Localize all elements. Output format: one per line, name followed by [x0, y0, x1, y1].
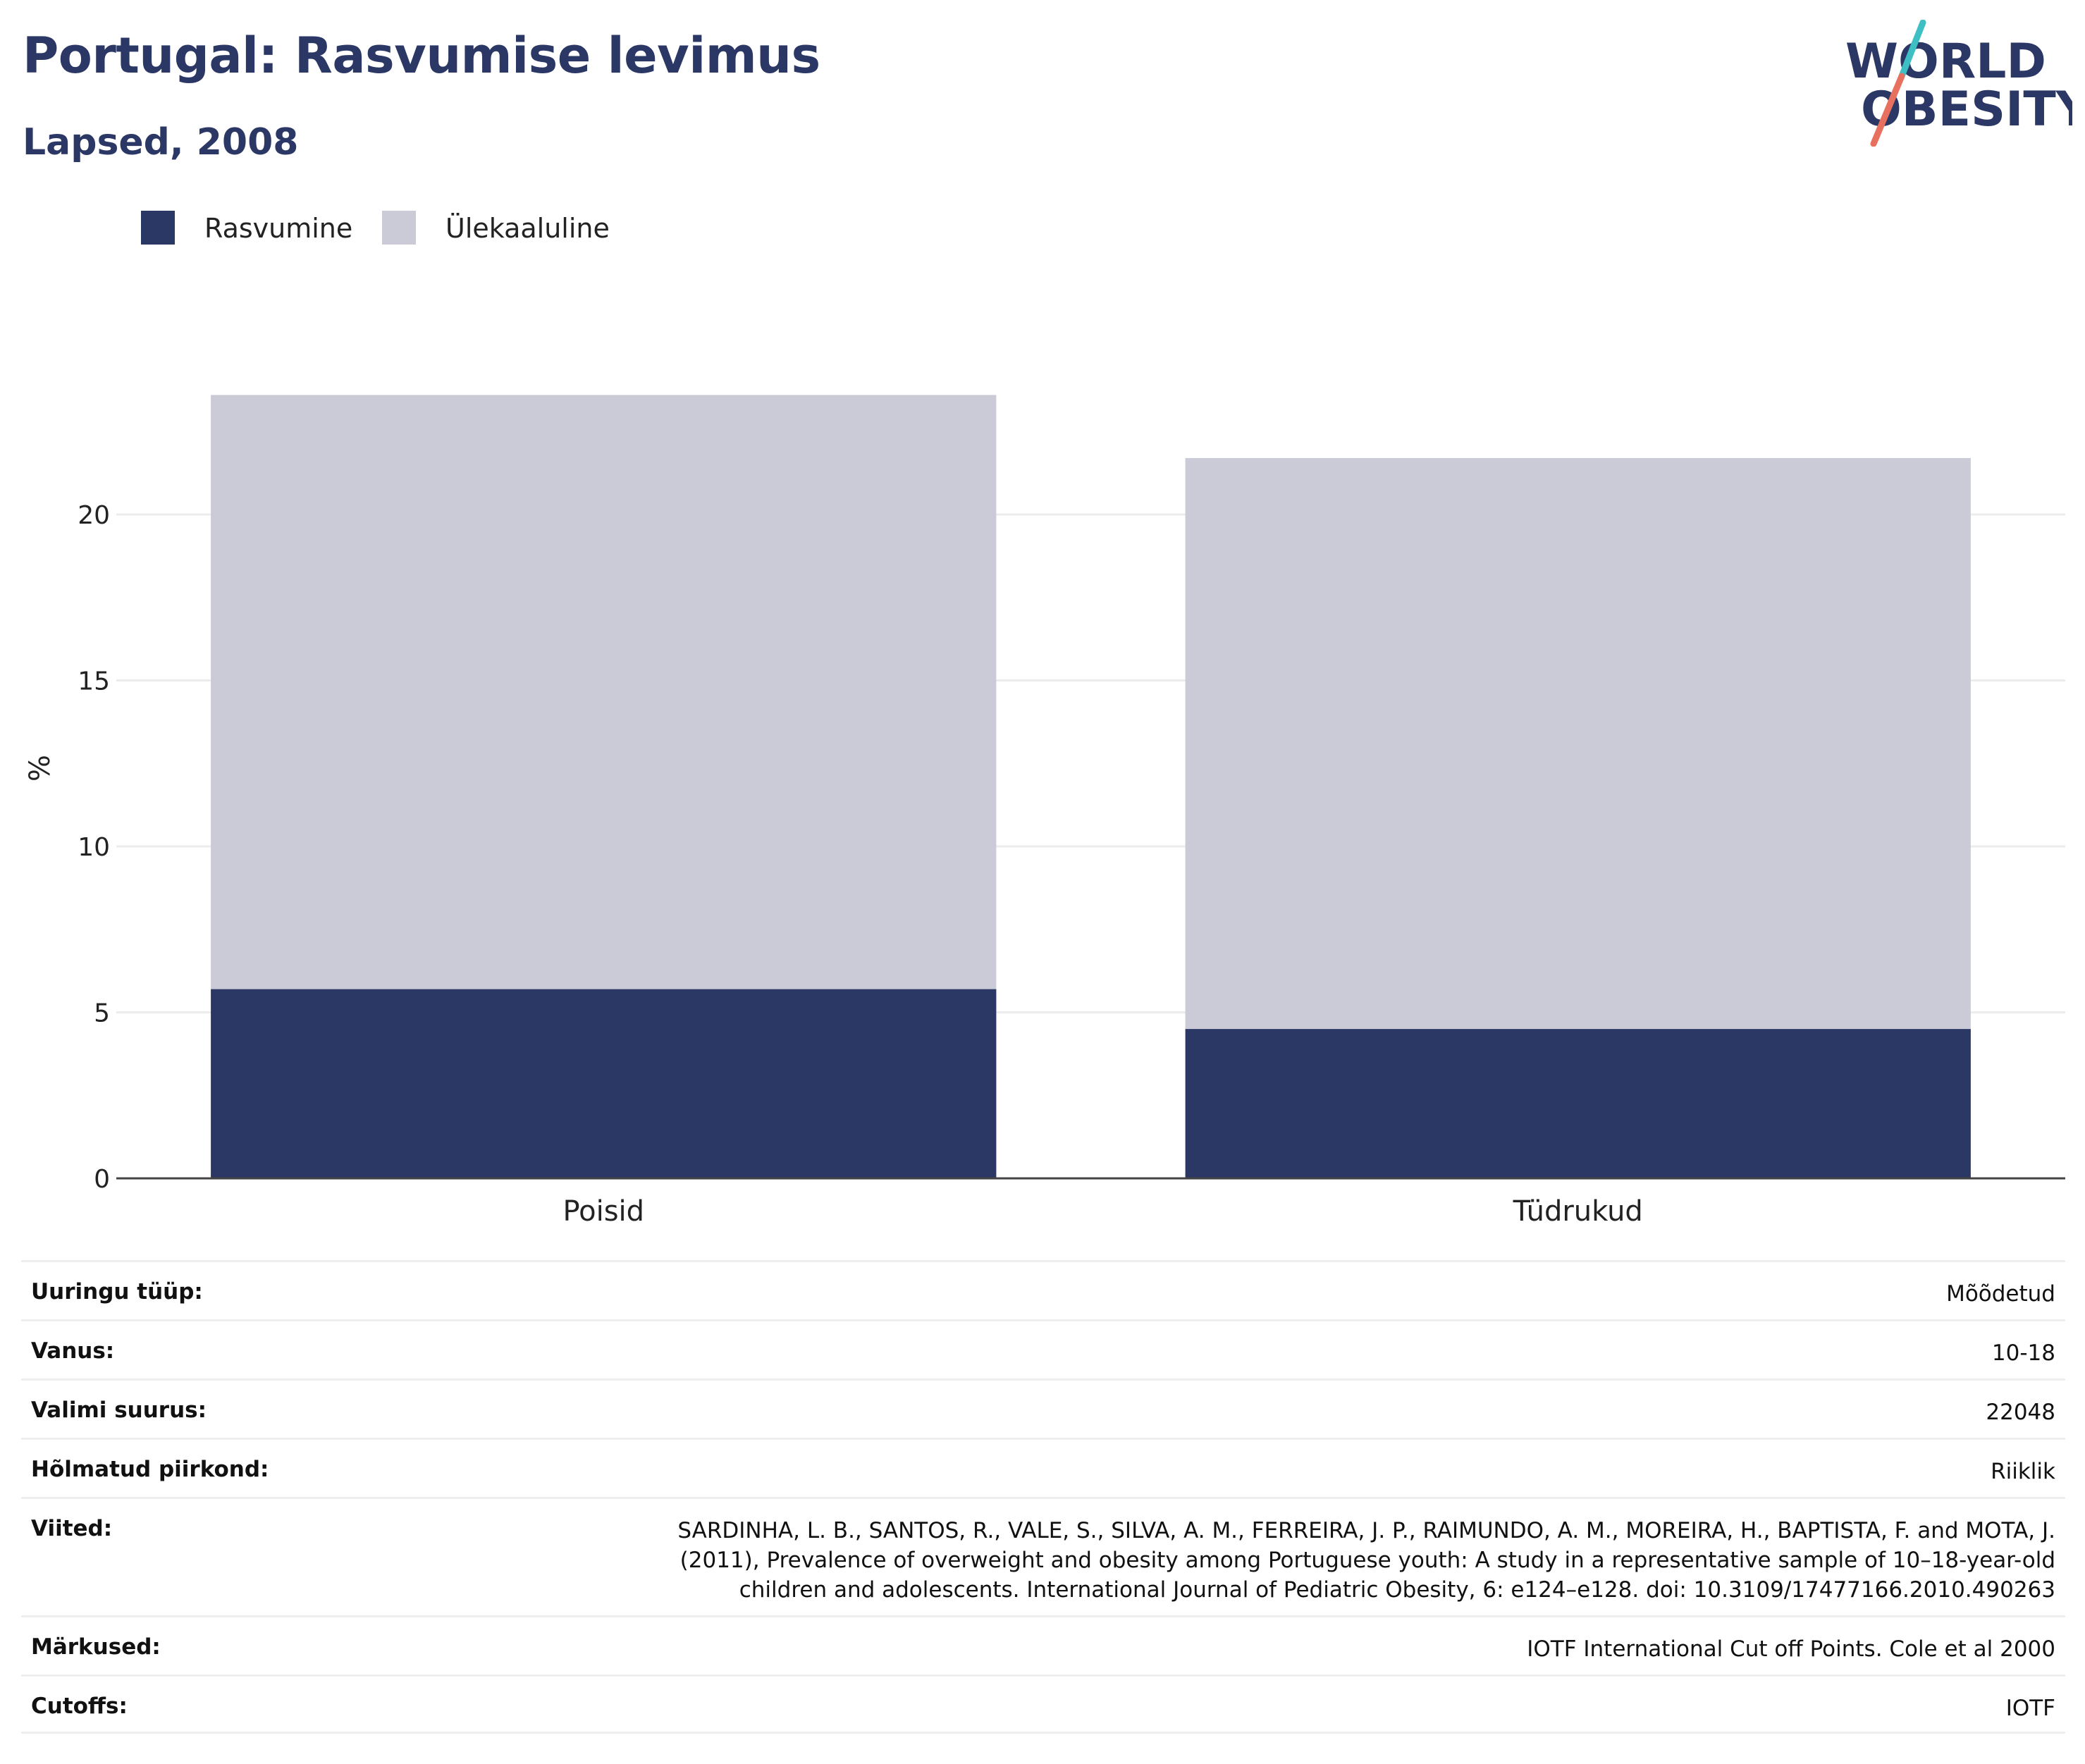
meta-value: 10-18 — [1991, 1340, 2055, 1366]
meta-row-cutoffs: Cutoffs: IOTF — [21, 1674, 2065, 1734]
meta-key: Viited: — [31, 1516, 113, 1541]
y-tick-label: 10 — [78, 833, 110, 862]
meta-value: Mõõdetud — [1946, 1281, 2055, 1307]
meta-key: Vanus: — [31, 1338, 115, 1364]
meta-key: Uuringu tüüp: — [31, 1279, 203, 1305]
legend-swatch-ulekaaluline — [382, 211, 416, 245]
meta-value: Riiklik — [1991, 1459, 2055, 1484]
meta-key: Cutoffs: — [31, 1694, 128, 1719]
bar-rasvumine — [211, 989, 997, 1178]
meta-value: 22048 — [1986, 1400, 2055, 1425]
legend-label-rasvumine: Rasvumine — [204, 213, 353, 244]
metadata-table: Uuringu tüüp: Mõõdetud Vanus: 10-18 Vali… — [21, 1260, 2065, 1734]
logo-line1: WORLD — [1845, 34, 2046, 90]
x-tick-label: Tüdrukud — [1513, 1195, 1643, 1226]
meta-value: IOTF — [2005, 1696, 2055, 1721]
meta-row-references: Viited: SARDINHA, L. B., SANTOS, R., VAL… — [21, 1497, 2065, 1615]
meta-key: Märkused: — [31, 1634, 161, 1660]
legend-swatch-rasvumine — [141, 211, 175, 245]
meta-value: SARDINHA, L. B., SANTOS, R., VALE, S., S… — [677, 1518, 2055, 1603]
meta-row-age: Vanus: 10-18 — [21, 1319, 2065, 1378]
world-obesity-logo: WORLD OBESITY — [1845, 20, 2072, 147]
logo-slash-coral — [1870, 73, 1905, 147]
meta-row-notes: Märkused: IOTF International Cut off Poi… — [21, 1615, 2065, 1674]
y-tick-label: 20 — [78, 501, 110, 530]
meta-key: Valimi suurus: — [31, 1398, 207, 1423]
chart-subtitle: Lapsed, 2008 — [23, 121, 299, 164]
y-axis-label: % — [24, 755, 56, 782]
bar-chart: 0 5 10 15 20% Poisid Tüdrukud — [24, 395, 2065, 1226]
chart-title: Portugal: Rasvumise levimus — [23, 27, 820, 85]
logo-slash-teal — [1898, 20, 1926, 80]
meta-row-study-type: Uuringu tüüp: Mõõdetud — [21, 1260, 2065, 1319]
bar-lekaaluline — [211, 395, 997, 989]
y-tick-label: 15 — [78, 667, 110, 696]
bar-rasvumine — [1185, 1029, 1971, 1178]
x-tick-label: Poisid — [562, 1195, 644, 1226]
bar-lekaaluline — [1185, 457, 1971, 1030]
meta-value: IOTF International Cut off Points. Cole … — [1527, 1636, 2055, 1662]
meta-row-region: Hõlmatud piirkond: Riiklik — [21, 1438, 2065, 1497]
legend-label-ulekaaluline: Ülekaaluline — [445, 213, 610, 244]
y-tick-label: 0 — [94, 1165, 110, 1194]
meta-row-sample-size: Valimi suurus: 22048 — [21, 1378, 2065, 1438]
meta-key: Hõlmatud piirkond: — [31, 1457, 269, 1482]
y-tick-label: 5 — [94, 999, 110, 1028]
